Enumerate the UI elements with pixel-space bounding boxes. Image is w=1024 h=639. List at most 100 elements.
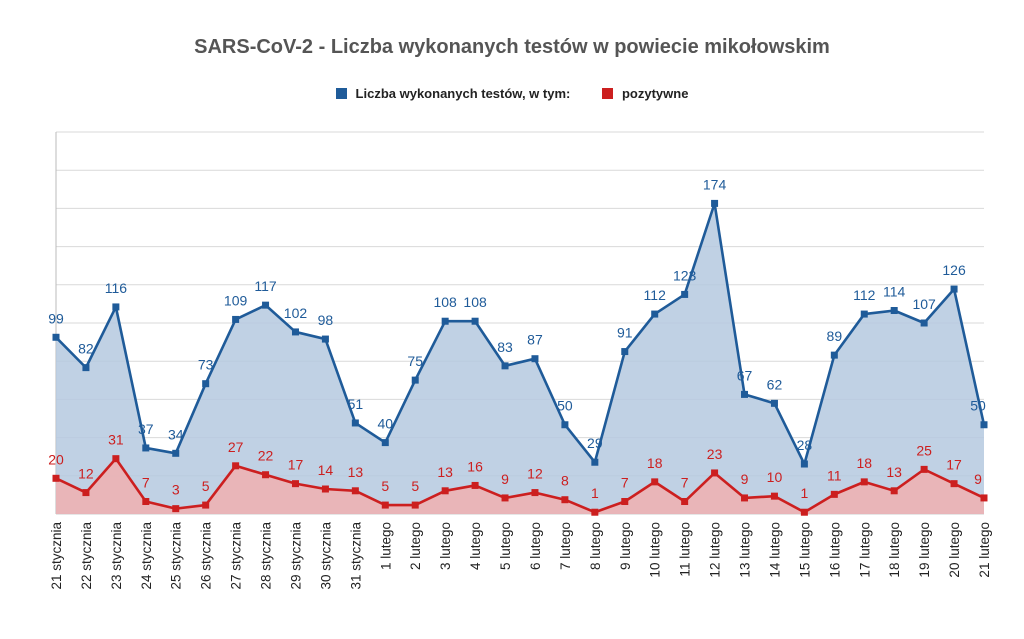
series-0-point: [321, 335, 329, 343]
series-0-point: [501, 362, 509, 370]
x-tick-label: 5 lutego: [498, 522, 513, 570]
data-label: 23: [707, 446, 723, 462]
series-0-point: [411, 376, 419, 384]
series-0-point: [441, 317, 449, 325]
x-tick-label: 30 stycznia: [318, 522, 333, 590]
data-label: 51: [348, 396, 364, 412]
x-tick-label: 15 lutego: [797, 522, 812, 578]
data-label: 12: [78, 466, 94, 482]
series-1-point: [920, 465, 928, 473]
data-label: 83: [497, 339, 513, 355]
series-0-point: [591, 458, 599, 466]
series-0-point: [232, 315, 240, 323]
series-1-point: [681, 498, 689, 506]
data-label: 107: [912, 296, 936, 312]
data-label: 1: [591, 485, 599, 501]
series-1-point: [262, 471, 270, 479]
data-label: 67: [737, 367, 753, 383]
series-1-point: [591, 508, 599, 516]
series-0-point: [830, 351, 838, 359]
series-1-point: [651, 478, 659, 486]
data-label: 20: [48, 451, 64, 467]
legend-label-tests: Liczba wykonanych testów, w tym:: [355, 86, 571, 101]
data-label: 9: [974, 471, 982, 487]
series-1-point: [112, 455, 120, 463]
data-label: 40: [378, 416, 394, 432]
data-label: 7: [621, 475, 629, 491]
series-1-point: [800, 508, 808, 516]
data-label: 75: [407, 353, 423, 369]
series-0-point: [860, 310, 868, 318]
series-1-point: [291, 480, 299, 488]
series-0-point: [890, 307, 898, 315]
series-0-point: [82, 364, 90, 372]
series-0-point: [920, 319, 928, 327]
series-1-point: [321, 485, 329, 493]
series-0-point: [262, 301, 270, 309]
x-tick-label: 14 lutego: [767, 522, 782, 578]
x-tick-label: 11 lutego: [678, 522, 693, 577]
data-label: 174: [703, 176, 727, 192]
data-label: 7: [142, 475, 150, 491]
series-1-point: [830, 490, 838, 498]
data-label: 12: [527, 466, 543, 482]
data-label: 5: [202, 478, 210, 494]
series-line-1: [55, 457, 985, 514]
series-1-point: [501, 494, 509, 502]
x-tick-label: 26 stycznia: [199, 522, 214, 590]
series-1-point: [411, 501, 419, 509]
series-0-point: [291, 328, 299, 336]
x-tick-label: 24 stycznia: [139, 522, 154, 590]
series-0-point: [471, 317, 479, 325]
series-area-1: [56, 458, 984, 514]
series-1-point: [621, 498, 629, 506]
series-1-point: [441, 487, 449, 495]
data-label: 11: [827, 467, 842, 483]
data-label: 87: [527, 332, 543, 348]
data-label: 109: [224, 292, 248, 308]
legend-swatch-tests: [335, 88, 347, 99]
data-label: 91: [617, 325, 633, 341]
x-tick-label: 9 lutego: [618, 522, 633, 570]
data-label: 50: [557, 398, 573, 414]
x-tick-label: 17 lutego: [857, 522, 872, 578]
series-1-point: [471, 481, 479, 489]
series-0-point: [351, 419, 359, 427]
series-0-point: [52, 333, 60, 341]
series-1-point: [351, 487, 359, 495]
legend-label-positive: pozytywne: [621, 86, 689, 101]
data-label: 3: [172, 482, 180, 498]
legend-item-tests: Liczba wykonanych testów, w tym:: [335, 86, 571, 101]
series-1-point: [172, 505, 180, 513]
data-label: 18: [647, 455, 663, 471]
data-label: 28: [797, 437, 813, 453]
data-label: 22: [258, 448, 274, 464]
x-tick-label: 1 lutego: [378, 522, 393, 570]
data-label: 34: [168, 426, 184, 442]
series-0-point: [112, 303, 120, 311]
x-tick-label: 22 stycznia: [79, 522, 94, 590]
series-1-point: [202, 501, 210, 509]
x-tick-label: 16 lutego: [827, 522, 842, 578]
x-tick-label: 13 lutego: [738, 522, 753, 578]
data-label: 108: [433, 294, 457, 310]
data-label: 18: [856, 455, 872, 471]
series-0-point: [800, 460, 808, 468]
data-label: 89: [827, 328, 843, 344]
data-label: 9: [741, 471, 749, 487]
data-label: 112: [853, 287, 876, 303]
series-1-point: [381, 501, 389, 509]
series-0-point: [651, 310, 659, 318]
data-label: 17: [288, 457, 304, 473]
data-label: 108: [463, 294, 487, 310]
data-label: 62: [767, 376, 783, 392]
series-0-point: [561, 421, 569, 429]
data-label: 114: [883, 284, 906, 300]
data-label: 112: [644, 287, 667, 303]
x-tick-label: 18 lutego: [887, 522, 902, 578]
data-label: 98: [318, 312, 334, 328]
data-label: 1: [800, 485, 808, 501]
x-tick-label: 28 stycznia: [259, 522, 274, 590]
series-line-0: [55, 202, 986, 466]
